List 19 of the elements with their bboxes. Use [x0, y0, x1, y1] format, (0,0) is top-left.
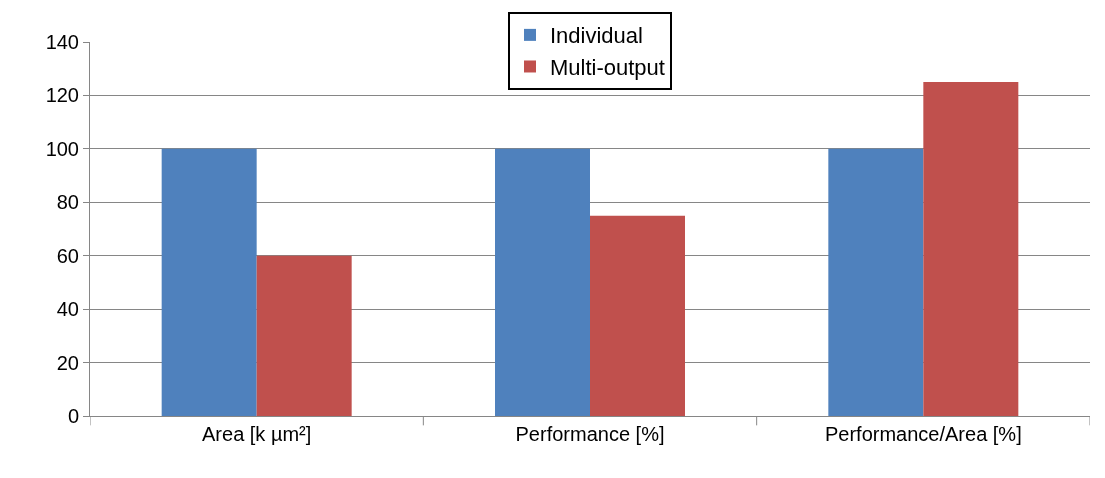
x-tick-label: Area [k µm²] — [202, 423, 312, 445]
y-tick-label: 40 — [56, 298, 79, 321]
x-tick-label: Performance/Area [%] — [824, 423, 1022, 445]
bar — [923, 82, 1019, 416]
y-tick-label: 60 — [56, 244, 79, 267]
bar — [495, 148, 590, 416]
y-tick-label: 100 — [45, 137, 79, 160]
bar — [161, 148, 257, 416]
y-tick-label: 80 — [56, 191, 79, 214]
bar — [828, 148, 924, 416]
y-tick-label: 20 — [56, 351, 79, 374]
legend-label: Multi-output — [550, 55, 665, 81]
legend-label: Individual — [550, 23, 643, 49]
y-tick-label: 120 — [45, 84, 79, 107]
y-tick-label: 0 — [67, 405, 79, 427]
bar — [256, 255, 352, 416]
y-tick-label: 140 — [45, 31, 79, 53]
bar — [590, 215, 685, 416]
x-tick-label: Performance [%] — [515, 423, 665, 445]
